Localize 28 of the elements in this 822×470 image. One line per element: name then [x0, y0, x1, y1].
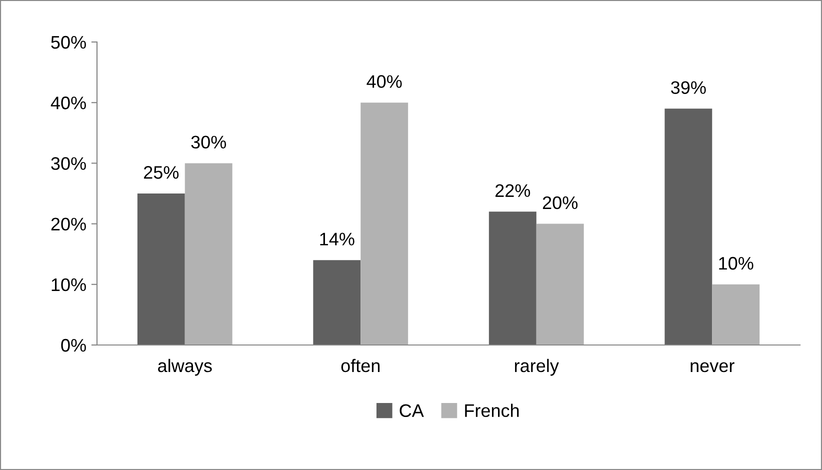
legend-label: French — [465, 404, 519, 418]
y-tick-label: 40% — [50, 96, 86, 110]
bar — [488, 212, 536, 345]
y-tick-label: 20% — [51, 218, 86, 231]
bar — [712, 284, 760, 345]
data-label: 14% — [320, 232, 354, 246]
bar — [360, 102, 408, 345]
data-label: 30% — [191, 136, 226, 149]
bar — [184, 163, 232, 345]
legend-label: CA — [400, 404, 424, 418]
y-tick-label: 0% — [61, 338, 86, 352]
bar — [536, 224, 584, 345]
bar — [313, 260, 361, 345]
data-label: 10% — [719, 256, 754, 270]
bar — [137, 194, 185, 345]
y-tick-label: 50% — [51, 36, 86, 49]
x-tick-label: never — [690, 362, 734, 372]
data-label: 40% — [366, 75, 402, 88]
data-label: 25% — [144, 166, 179, 179]
data-label: 20% — [542, 196, 578, 210]
x-tick-label: rarely — [515, 358, 559, 376]
x-tick-label: often — [341, 358, 380, 372]
data-label: 22% — [495, 184, 530, 197]
bar — [664, 108, 712, 345]
y-tick-label: 30% — [51, 157, 86, 170]
data-label: 39% — [671, 81, 706, 94]
x-tick-label: always — [158, 358, 212, 376]
y-tick-label: 10% — [52, 278, 86, 292]
